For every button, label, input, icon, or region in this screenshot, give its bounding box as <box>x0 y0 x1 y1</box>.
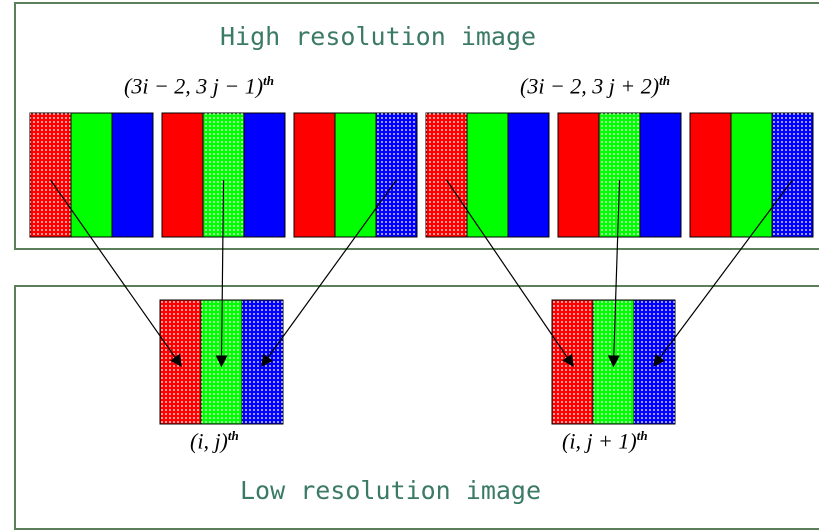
hr-subpixel-6-green <box>731 113 772 237</box>
lr-subpixel-1-red-dots <box>160 300 201 424</box>
hr-pixel-group-4 <box>426 113 549 237</box>
hr-pixel-group-1 <box>30 113 153 237</box>
hr-subpixel-6-blue-dots <box>772 113 813 237</box>
high-res-pixels <box>30 113 813 237</box>
hr-subpixel-6-red <box>690 113 731 237</box>
hr-subpixel-3-blue-dots <box>376 113 417 237</box>
hr-subpixel-5-blue <box>640 113 681 237</box>
hr-pixel-group-6 <box>690 113 813 237</box>
pixel-mapping-drawing <box>0 0 819 518</box>
hr-subpixel-2-blue <box>244 113 285 237</box>
hr-subpixel-4-blue <box>508 113 549 237</box>
hr-subpixel-2-red <box>162 113 203 237</box>
lr-subpixel-2-blue-dots <box>634 300 675 424</box>
low-res-pixels <box>160 300 675 424</box>
hr-pixel-group-5 <box>558 113 681 237</box>
hr-subpixel-5-green-dots <box>599 113 640 237</box>
hr-subpixel-3-green <box>335 113 376 237</box>
hr-subpixel-1-blue <box>112 113 153 237</box>
hr-subpixel-3-red <box>294 113 335 237</box>
hr-subpixel-5-red <box>558 113 599 237</box>
hr-subpixel-4-red-dots <box>426 113 467 237</box>
diagram: High resolution image Low resolution ima… <box>0 0 819 518</box>
lr-subpixel-1-blue-dots <box>242 300 283 424</box>
lr-subpixel-2-red-dots <box>552 300 593 424</box>
hr-pixel-group-3 <box>294 113 417 237</box>
hr-subpixel-1-red-dots <box>30 113 71 237</box>
